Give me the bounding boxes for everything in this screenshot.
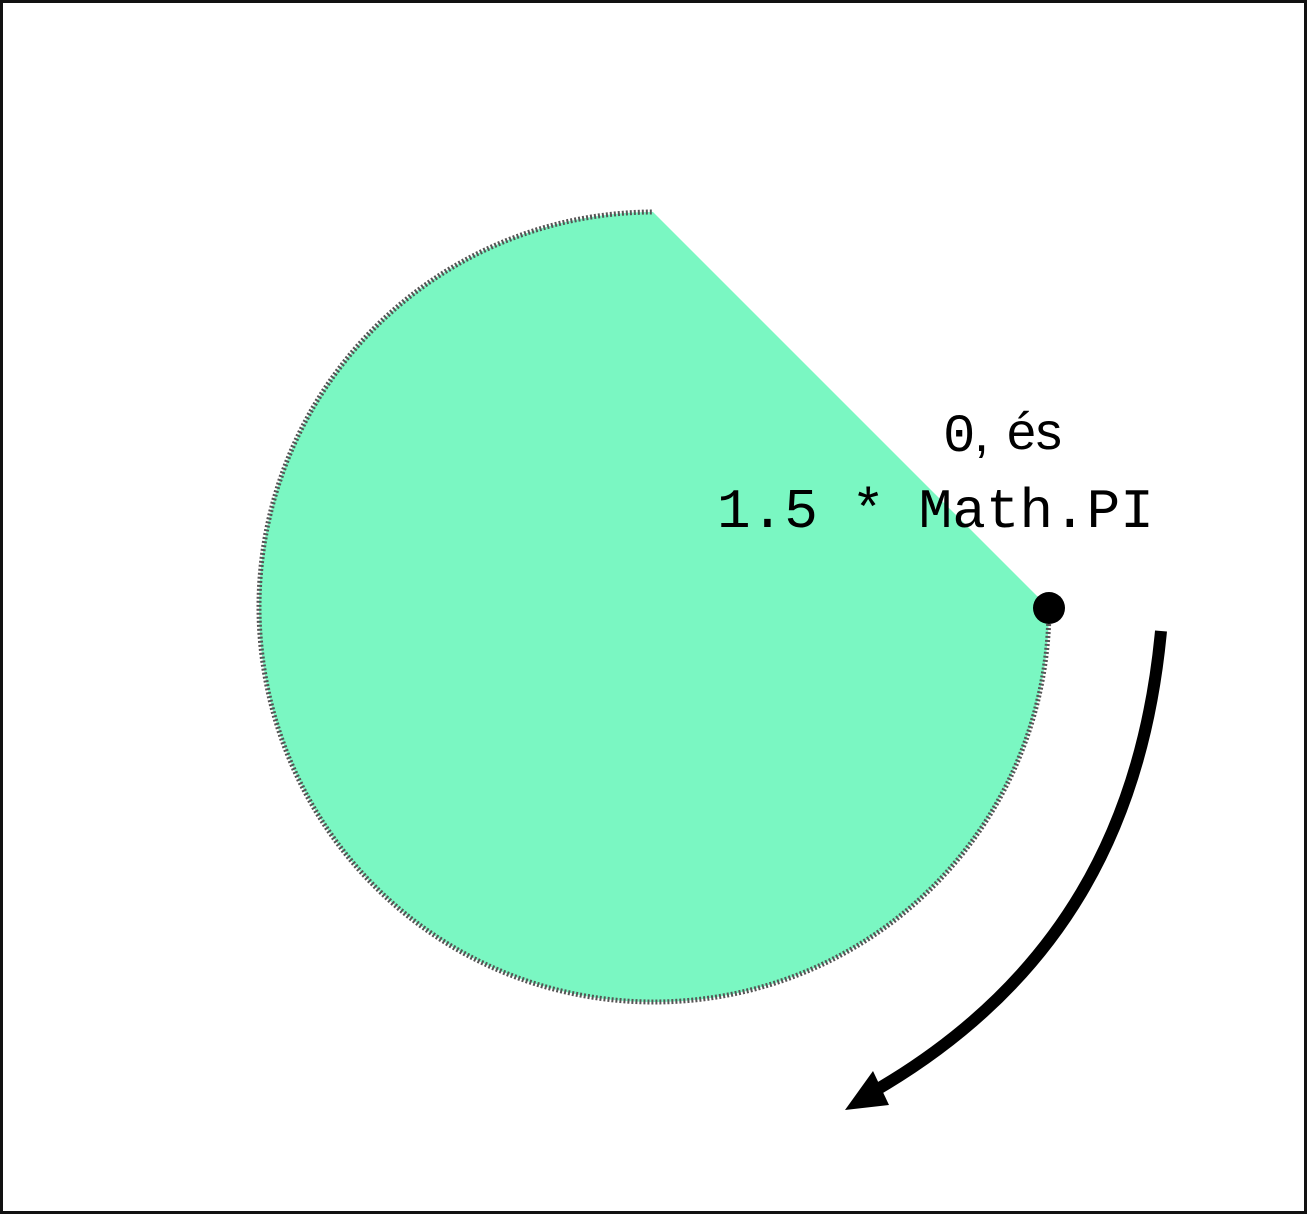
label-start-value: 0 <box>943 407 975 468</box>
arc-diagram: 0 , és 1.5 * Math.PI <box>256 209 1167 1110</box>
start-point-dot <box>1033 592 1065 624</box>
direction-arrow-head <box>845 1071 889 1110</box>
label-end-value: 1.5 * Math.PI <box>717 480 1154 544</box>
arc-sector-fill <box>259 212 1050 1002</box>
label-separator: , <box>974 403 989 463</box>
direction-arrow-shaft <box>868 630 1167 1099</box>
label-conjunction: és <box>1007 403 1062 461</box>
arc-sector-outline <box>256 209 1052 1005</box>
